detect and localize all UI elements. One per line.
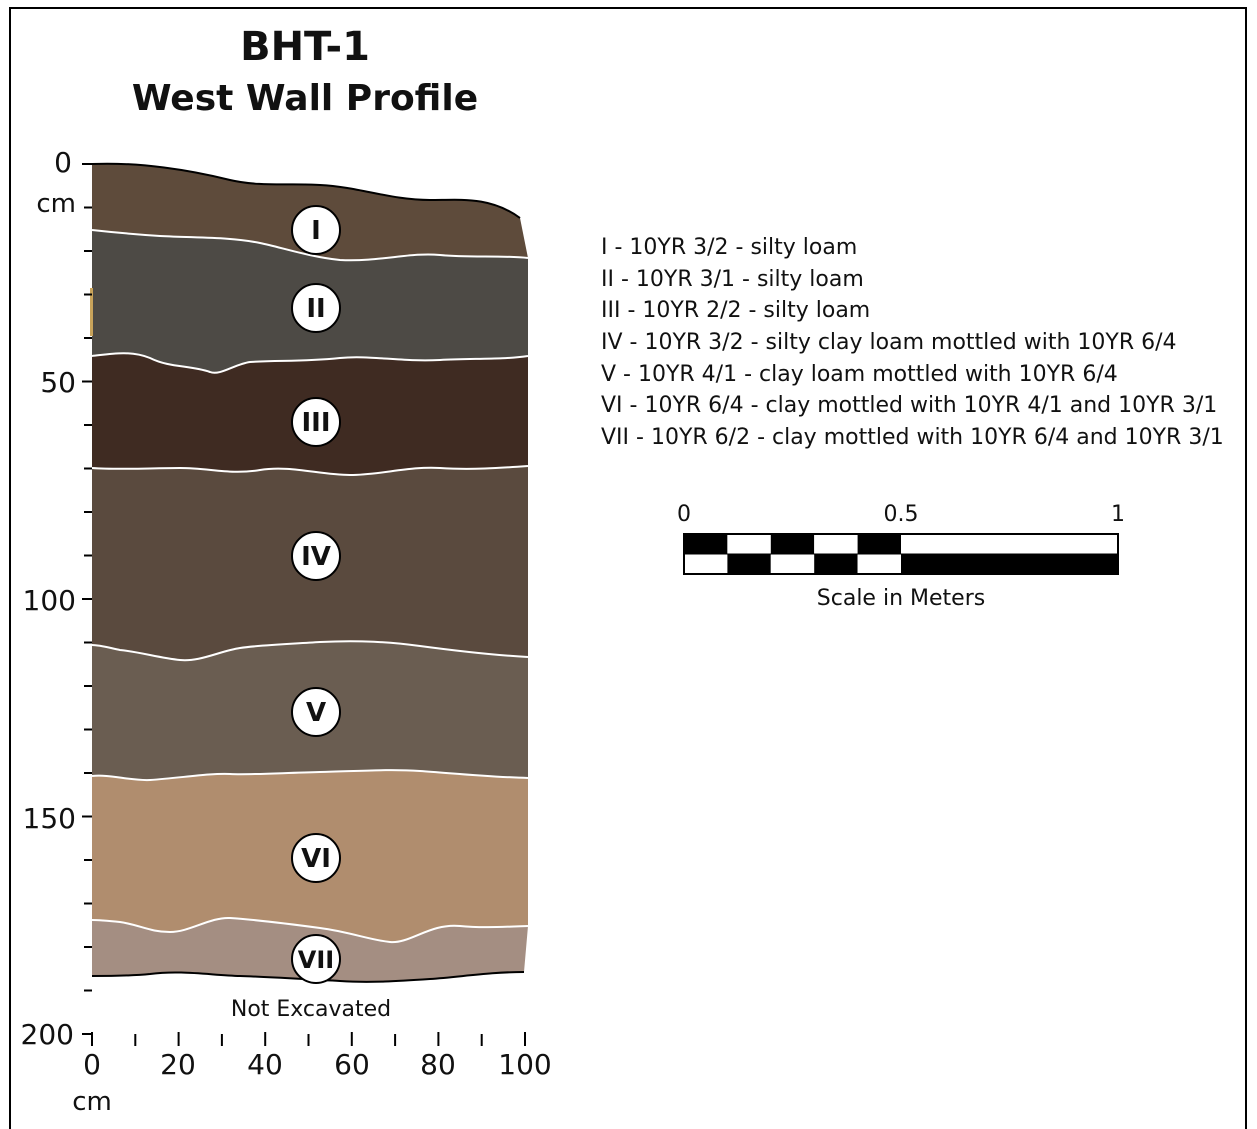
distance-tick-label-20: 20 bbox=[160, 1048, 196, 1081]
layer-label-VII-text: VII bbox=[298, 946, 334, 974]
legend-line-7: VII - 10YR 6/2 - clay mottled with 10YR … bbox=[601, 425, 1224, 450]
distance-tick-label-0: 0 bbox=[83, 1048, 101, 1081]
layer-label-II: II bbox=[291, 283, 341, 333]
scale-segment bbox=[770, 534, 815, 554]
depth-tick-label-50: 50 bbox=[40, 366, 76, 399]
layer-label-II-text: II bbox=[306, 294, 325, 324]
distance-tick-label-100: 100 bbox=[498, 1048, 551, 1081]
excavation-base-line bbox=[91, 971, 525, 983]
layer-label-III-text: III bbox=[301, 408, 330, 438]
boundary-VI-VII bbox=[91, 916, 529, 944]
layer-label-VI: VI bbox=[291, 833, 341, 883]
layer-label-V: V bbox=[291, 687, 341, 737]
scale-label-0: 0 bbox=[677, 502, 691, 527]
legend-line-5: V - 10YR 4/1 - clay loam mottled with 10… bbox=[601, 362, 1118, 387]
scale-label-1: 1 bbox=[1111, 502, 1125, 527]
scale-segment bbox=[727, 554, 771, 574]
scale-segment bbox=[684, 534, 728, 554]
depth-unit-label: cm bbox=[36, 189, 76, 219]
scale-segment bbox=[770, 554, 815, 574]
depth-tick-label-100: 100 bbox=[23, 584, 76, 617]
scale-segment bbox=[814, 554, 858, 574]
distance-tick-label-60: 60 bbox=[334, 1048, 370, 1081]
depth-tick-label-150: 150 bbox=[23, 802, 76, 835]
scale-segment bbox=[814, 534, 858, 554]
legend-line-4: IV - 10YR 3/2 - silty clay loam mottled … bbox=[601, 330, 1177, 355]
figure-title: BHT-1 bbox=[240, 24, 370, 70]
scale-bar: 0 0.5 1 Scale in Meters bbox=[677, 502, 1125, 611]
layer-label-VII: VII bbox=[291, 934, 341, 984]
layer-label-IV-text: IV bbox=[301, 542, 331, 572]
distance-tick-label-40: 40 bbox=[247, 1048, 283, 1081]
distance-unit-label: cm bbox=[72, 1087, 112, 1117]
depth-tick-label-200: 200 bbox=[21, 1018, 74, 1051]
layer-labels: I II III IV V VI VII bbox=[291, 205, 341, 984]
edge-mark bbox=[90, 288, 93, 336]
scale-caption: Scale in Meters bbox=[817, 586, 985, 611]
layer-label-I-text: I bbox=[311, 216, 321, 246]
distance-axis-ticks bbox=[91, 1032, 526, 1046]
scale-segment bbox=[684, 554, 728, 574]
legend-line-1: I - 10YR 3/2 - silty loam bbox=[601, 235, 857, 260]
not-excavated-label: Not Excavated bbox=[231, 997, 391, 1022]
scale-segment bbox=[901, 554, 1118, 574]
depth-tick-label-0: 0 bbox=[54, 146, 72, 179]
legend-line-3: III - 10YR 2/2 - silty loam bbox=[601, 298, 870, 323]
layer-label-IV: IV bbox=[291, 531, 341, 581]
scale-segment bbox=[901, 534, 1118, 554]
scale-label-0.5: 0.5 bbox=[884, 502, 919, 527]
boundary-IV-V bbox=[91, 640, 529, 662]
boundary-II-III bbox=[91, 352, 529, 374]
scale-segment bbox=[857, 554, 901, 574]
figure-subtitle: West Wall Profile bbox=[132, 78, 478, 119]
layer-boundaries bbox=[91, 229, 529, 944]
legend-line-6: VI - 10YR 6/4 - clay mottled with 10YR 4… bbox=[601, 393, 1217, 418]
depth-axis: 0 cm 50 100 150 200 bbox=[21, 146, 93, 1051]
legend-line-2: II - 10YR 3/1 - silty loam bbox=[601, 267, 864, 292]
depth-axis-ticks bbox=[82, 163, 93, 1046]
layer-label-III: III bbox=[291, 397, 341, 447]
legend: I - 10YR 3/2 - silty loam II - 10YR 3/1 … bbox=[601, 235, 1224, 450]
layer-label-I: I bbox=[291, 205, 341, 255]
scale-segment bbox=[857, 534, 901, 554]
layer-label-V-text: V bbox=[306, 698, 326, 728]
distance-axis: 0 20 40 60 80 100 cm bbox=[72, 1032, 552, 1117]
boundary-V-VI bbox=[91, 769, 529, 782]
layer-label-VI-text: VI bbox=[301, 844, 331, 874]
scale-segment bbox=[727, 534, 771, 554]
boundary-III-IV bbox=[91, 465, 529, 477]
ground-surface-line bbox=[91, 162, 521, 219]
boundary-I-II bbox=[91, 229, 529, 262]
distance-tick-label-80: 80 bbox=[420, 1048, 456, 1081]
